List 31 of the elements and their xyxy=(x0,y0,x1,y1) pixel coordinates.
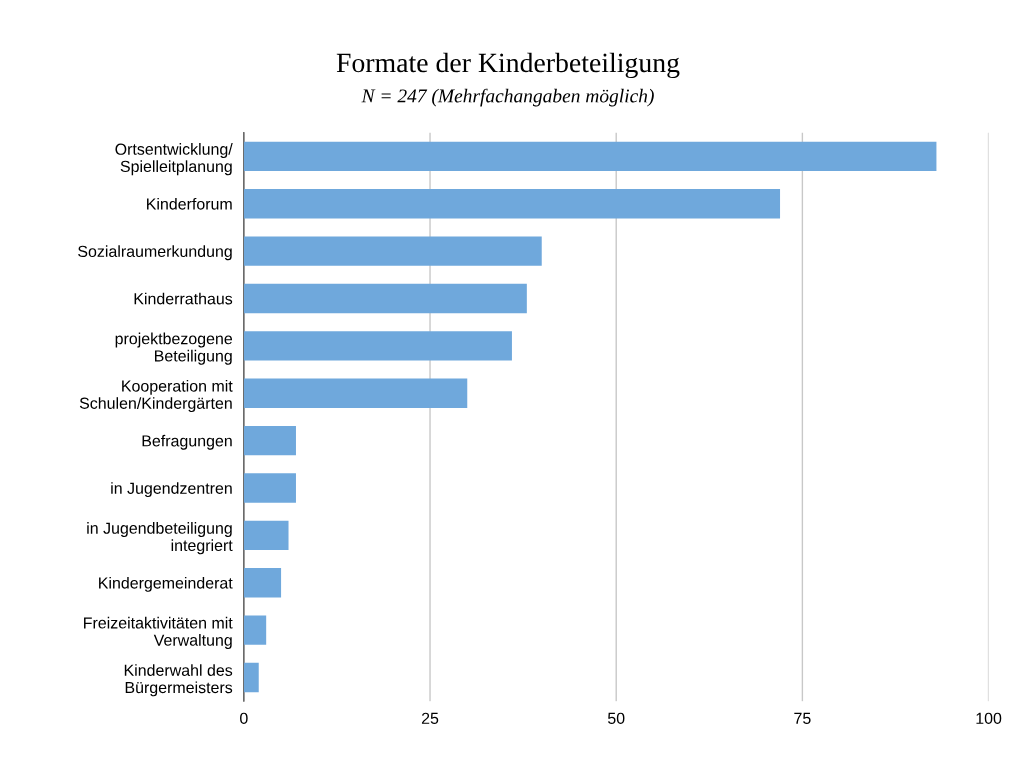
bar xyxy=(243,283,527,314)
bar xyxy=(243,189,781,219)
y-tick-label: Kinderrathaus xyxy=(134,292,233,305)
bar xyxy=(243,425,296,456)
bar xyxy=(243,473,296,503)
y-tick-label: in Jugendzentren xyxy=(111,482,232,498)
x-tick-label: 50 xyxy=(607,712,625,724)
chart-title: Formate der Kinderbeteiligung xyxy=(336,52,680,78)
y-tick-label: Kindergemeinderat xyxy=(99,576,233,592)
y-tick-label: Kinderwahl des Bürgermeisters xyxy=(124,664,233,697)
y-tick-label: Befragungen xyxy=(142,434,232,450)
x-tick-label: 75 xyxy=(794,712,811,724)
y-tick-label: Ortsentwicklung/ Spielleitplanung xyxy=(115,143,233,176)
bar xyxy=(243,378,468,408)
bar xyxy=(243,568,282,598)
bar xyxy=(243,236,542,266)
bar xyxy=(243,141,937,172)
x-tick-label: 0 xyxy=(240,712,248,724)
y-tick-label: Kooperation mit Schulen/Kindergärten xyxy=(79,379,233,413)
y-tick-label: projektbezogene Beteiligung xyxy=(115,332,233,365)
y-tick-label: in Jugendbeteiligung integriert xyxy=(87,522,233,555)
x-tick-label: 25 xyxy=(421,712,439,724)
bar xyxy=(243,331,512,361)
y-tick-label: Kinderforum xyxy=(147,197,232,210)
y-tick-label: Freizeitaktivitäten mit Verwaltung xyxy=(84,616,233,649)
bar xyxy=(243,520,289,551)
bar xyxy=(243,615,267,645)
chart-subtitle: N = 247 (Mehrfachangaben möglich) xyxy=(361,88,654,107)
y-tick-label: Sozialraumerkundung xyxy=(78,245,232,261)
x-tick-label: 100 xyxy=(976,712,1002,724)
bar xyxy=(243,662,259,693)
